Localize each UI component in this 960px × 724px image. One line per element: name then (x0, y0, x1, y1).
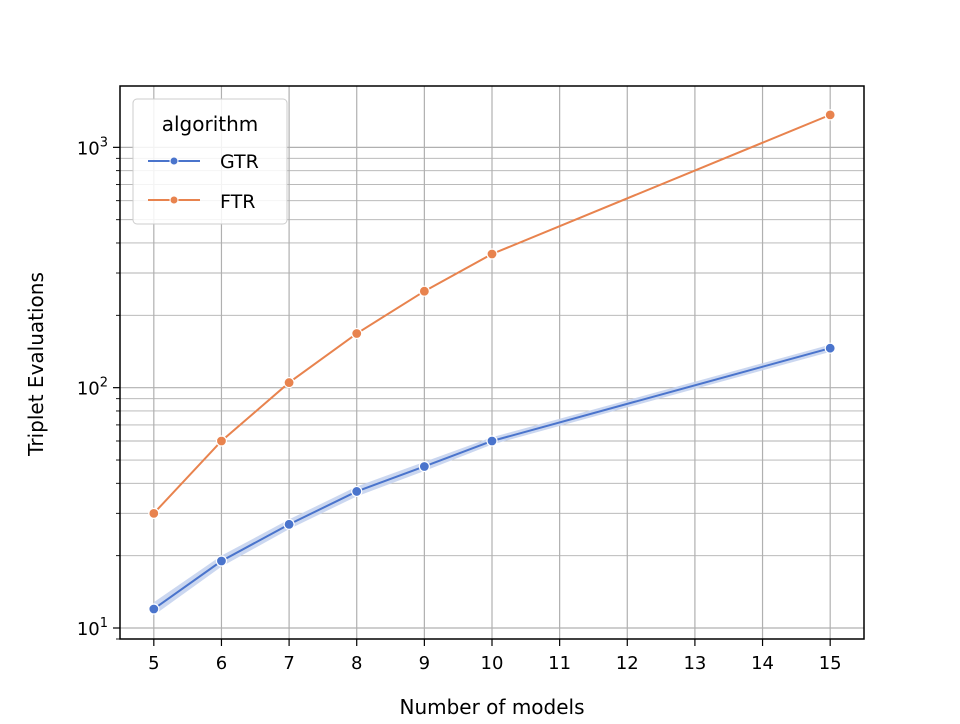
data-point-gtr (148, 603, 160, 615)
data-point-ftr (486, 248, 498, 260)
data-point-gtr (824, 342, 836, 354)
legend: algorithm GTR FTR (132, 98, 288, 225)
data-point-gtr (418, 460, 430, 473)
legend-title: algorithm (162, 112, 259, 136)
x-tick-label: 14 (751, 653, 774, 674)
x-tick-label: 8 (351, 653, 362, 674)
x-tick-label: 12 (616, 653, 639, 674)
data-point-ftr (148, 507, 160, 519)
data-point-ftr (283, 376, 295, 389)
legend-marker-ftr (169, 195, 179, 205)
y-axis-ticks: 101 102 103 (77, 135, 120, 640)
data-point-gtr (215, 555, 228, 567)
data-point-ftr (215, 435, 228, 447)
x-tick-label: 15 (819, 653, 842, 674)
series-markers (148, 109, 836, 615)
y-tick-label: 101 (77, 616, 108, 640)
x-tick-label: 9 (419, 653, 430, 674)
x-tick-label: 11 (548, 653, 571, 674)
x-axis-ticks: 5 6 7 8 9 10 11 12 13 14 15 (148, 639, 842, 674)
data-point-ftr (351, 327, 363, 340)
legend-label-ftr: FTR (220, 191, 255, 213)
legend-marker-gtr (169, 156, 179, 166)
y-axis-label: Triplet Evaluations (24, 272, 48, 457)
x-tick-label: 7 (283, 653, 294, 674)
data-point-ftr (418, 285, 430, 297)
x-tick-label: 6 (216, 653, 227, 674)
x-tick-label: 5 (148, 653, 159, 674)
x-axis-label: Number of models (399, 695, 584, 719)
grid-layer (120, 86, 864, 640)
legend-box (132, 98, 288, 225)
data-point-gtr (486, 435, 498, 447)
data-point-ftr (824, 109, 836, 121)
data-point-gtr (351, 485, 363, 498)
y-tick-label: 102 (77, 376, 108, 400)
legend-label-gtr: GTR (220, 151, 259, 173)
data-point-gtr (283, 518, 295, 530)
x-tick-label: 10 (481, 653, 504, 674)
y-tick-label: 103 (77, 135, 108, 159)
x-tick-label: 13 (683, 653, 706, 674)
